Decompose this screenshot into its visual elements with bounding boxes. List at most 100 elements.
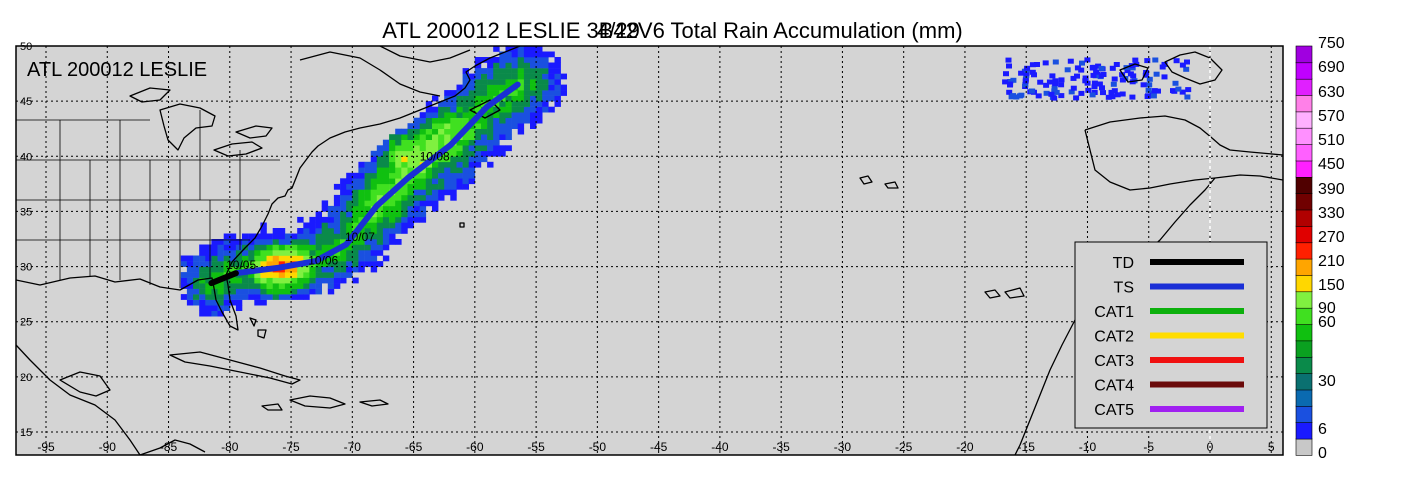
rain-cell [199, 244, 206, 251]
rain-cell [413, 128, 420, 135]
rain-cell [370, 172, 378, 179]
rain-cell [456, 101, 463, 107]
rain-cell [211, 261, 218, 267]
rain-cell [303, 266, 310, 273]
rain-cell [493, 84, 500, 91]
rain-cell [468, 145, 476, 152]
rain-cell [297, 228, 304, 234]
rain-cell [481, 79, 488, 85]
rain-cell [487, 150, 494, 157]
rain-cell [517, 51, 525, 58]
rain-cell [235, 288, 243, 295]
rain-cell [229, 261, 237, 267]
rain-cell [266, 255, 273, 262]
rain-cell [199, 261, 206, 267]
rain-cell [180, 277, 188, 284]
rain-cell [1096, 81, 1103, 87]
rain-cell [370, 161, 378, 168]
map-frame [15, 45, 1284, 456]
rain-cell [303, 239, 310, 245]
colorbar-swatch [1295, 45, 1313, 64]
rain-cell [487, 139, 494, 146]
rain-cell [340, 250, 347, 256]
rain-cell [382, 139, 390, 146]
rain-cell [254, 233, 261, 240]
rain-cell [425, 112, 433, 118]
rain-cell [1108, 89, 1115, 95]
rain-cell [462, 172, 469, 179]
rain-cell [278, 261, 286, 267]
rain-cell [297, 277, 304, 284]
rain-cell [370, 228, 378, 234]
rain-cell [284, 294, 292, 300]
rain-cell [438, 128, 445, 135]
rain-cell [333, 205, 341, 212]
rain-cell [481, 84, 488, 91]
rain-cell [401, 228, 408, 234]
rain-cell [340, 261, 347, 267]
rain-cell [303, 244, 310, 251]
rain-cell [413, 183, 420, 190]
rain-cell [193, 261, 200, 267]
rain-cell [395, 178, 402, 185]
rain-cell [370, 183, 378, 190]
rain-cell [523, 90, 531, 96]
legend-label: CAT3 [1094, 353, 1134, 370]
x-tick-label: -25 [895, 440, 913, 454]
rain-cell [456, 112, 463, 118]
rain-cell [333, 277, 341, 284]
rain-cell [401, 200, 408, 207]
rain-cell [511, 95, 518, 102]
rain-cell [487, 57, 494, 63]
rain-cell [407, 145, 414, 152]
rain-cell [523, 73, 531, 80]
rain-cell [205, 255, 212, 262]
rain-cell [352, 216, 359, 223]
rain-cell [389, 194, 396, 201]
rain-cell [297, 283, 304, 289]
rain-cell [1042, 60, 1049, 66]
rain-cell [1048, 91, 1055, 97]
rain-cell [211, 310, 218, 317]
rain-cell [481, 90, 488, 96]
rain-cell [401, 211, 408, 218]
rain-cell [462, 106, 469, 113]
rain-cell [487, 106, 494, 113]
rain-cell [530, 106, 537, 113]
rain-cell [223, 266, 231, 273]
rain-cell [425, 145, 433, 152]
rain-cell [297, 288, 304, 295]
x-tick-label: 5 [1268, 440, 1275, 454]
x-tick-label: -30 [834, 440, 852, 454]
rain-cell [260, 288, 267, 295]
rain-cell [505, 51, 512, 58]
rain-cell [382, 255, 390, 262]
rain-cell [205, 294, 212, 300]
rain-cell [487, 90, 494, 96]
rain-cell [425, 200, 433, 207]
rain-cell [432, 161, 439, 168]
rain-cell [1010, 77, 1017, 83]
rain-cell [1183, 66, 1190, 72]
rain-cell [425, 117, 433, 124]
rain-cell [248, 250, 255, 256]
rain-cell [425, 172, 433, 179]
rain-cell [395, 211, 402, 218]
rain-cell [1084, 80, 1091, 86]
rain-cell [376, 261, 384, 267]
rain-cell [333, 200, 341, 207]
rain-cell [395, 161, 402, 168]
rain-cell [260, 255, 267, 262]
rain-cell [352, 211, 359, 218]
rain-cell [548, 51, 555, 58]
rain-cell [352, 189, 359, 196]
colorbar [1295, 45, 1313, 456]
rain-cell [315, 216, 322, 223]
rain-cell [321, 205, 329, 212]
rain-cell [284, 233, 292, 240]
rain-cell [327, 288, 335, 295]
rain-cell [444, 156, 451, 163]
rain-cell [505, 117, 512, 124]
rain-cell [266, 277, 273, 284]
rain-cell [260, 261, 267, 267]
